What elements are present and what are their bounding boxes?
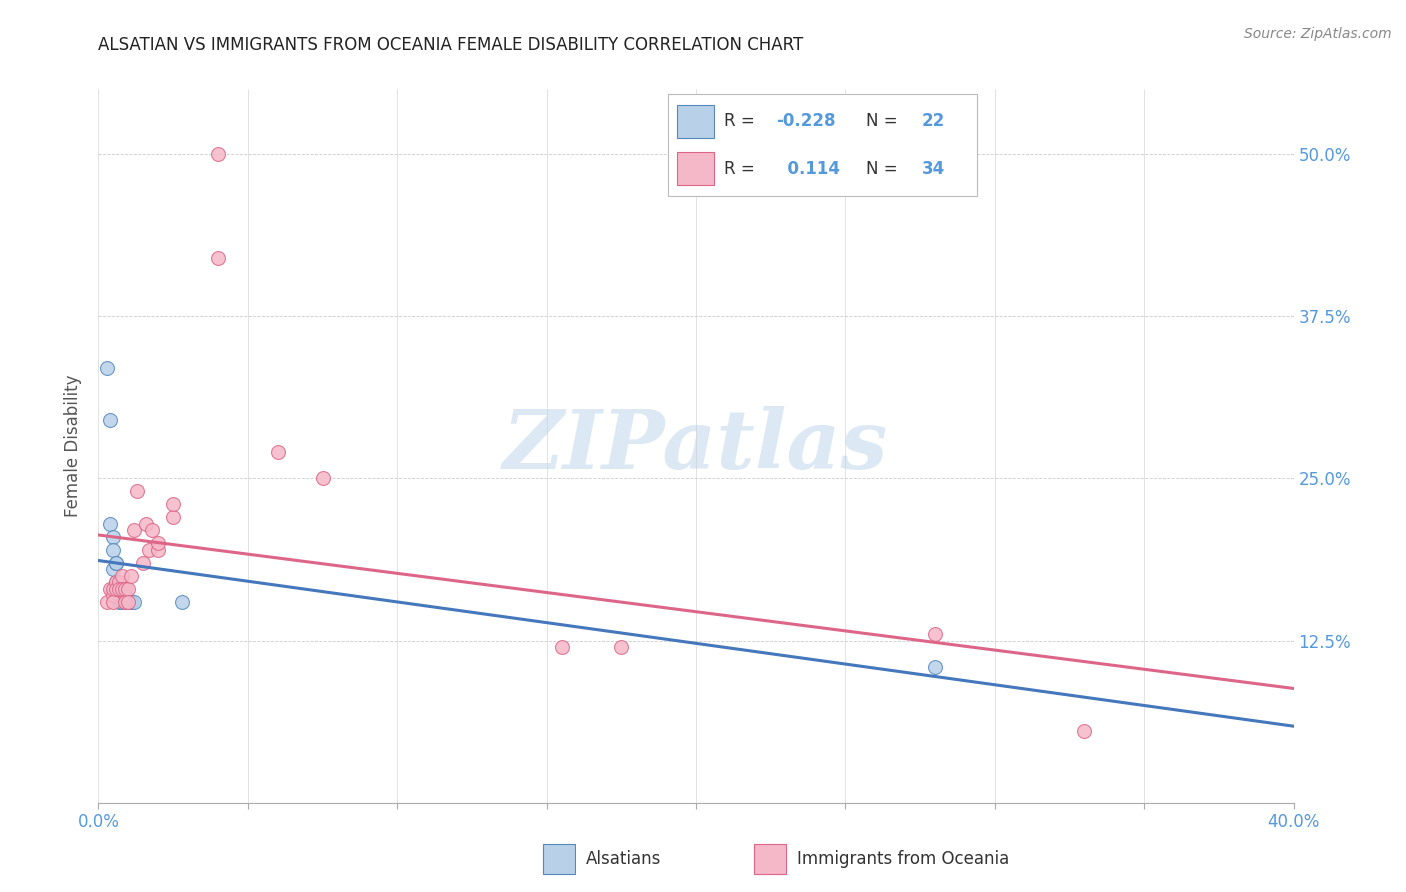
Point bbox=[96, 595, 118, 609]
Point bbox=[105, 575, 128, 590]
Text: Alsatians: Alsatians bbox=[586, 850, 662, 868]
Point bbox=[105, 582, 128, 596]
Text: 34: 34 bbox=[921, 160, 945, 178]
Point bbox=[117, 595, 139, 609]
Point bbox=[120, 568, 142, 582]
Point bbox=[105, 582, 128, 596]
Point bbox=[105, 556, 128, 570]
Text: R =: R = bbox=[724, 112, 759, 130]
Point bbox=[148, 542, 170, 557]
Point bbox=[207, 147, 229, 161]
Point bbox=[103, 582, 125, 596]
Point bbox=[114, 588, 136, 602]
Point bbox=[103, 588, 125, 602]
Point bbox=[100, 516, 122, 531]
Point bbox=[148, 536, 170, 550]
Y-axis label: Female Disability: Female Disability bbox=[65, 375, 83, 517]
Text: R =: R = bbox=[724, 160, 759, 178]
Point bbox=[141, 524, 163, 538]
Point bbox=[550, 640, 572, 654]
Point bbox=[117, 595, 139, 609]
Text: N =: N = bbox=[866, 160, 903, 178]
Point bbox=[111, 582, 134, 596]
Text: 0.114: 0.114 bbox=[776, 160, 841, 178]
Point bbox=[127, 484, 149, 499]
Point bbox=[108, 595, 131, 609]
Text: -0.228: -0.228 bbox=[776, 112, 835, 130]
Point bbox=[610, 640, 633, 654]
Text: ALSATIAN VS IMMIGRANTS FROM OCEANIA FEMALE DISABILITY CORRELATION CHART: ALSATIAN VS IMMIGRANTS FROM OCEANIA FEMA… bbox=[98, 36, 804, 54]
Point bbox=[132, 556, 155, 570]
Point bbox=[924, 627, 946, 641]
Point bbox=[138, 542, 160, 557]
Point bbox=[267, 445, 290, 459]
Text: N =: N = bbox=[866, 112, 903, 130]
Point bbox=[120, 595, 142, 609]
Point bbox=[103, 595, 125, 609]
Point bbox=[114, 582, 136, 596]
FancyBboxPatch shape bbox=[668, 94, 977, 196]
Point bbox=[111, 582, 134, 596]
Point bbox=[114, 595, 136, 609]
FancyBboxPatch shape bbox=[678, 105, 714, 137]
Text: 22: 22 bbox=[921, 112, 945, 130]
Point bbox=[108, 575, 131, 590]
Point bbox=[105, 575, 128, 590]
Point bbox=[162, 497, 184, 511]
Point bbox=[103, 542, 125, 557]
Point bbox=[207, 251, 229, 265]
FancyBboxPatch shape bbox=[543, 844, 575, 874]
Point bbox=[100, 413, 122, 427]
Point bbox=[103, 530, 125, 544]
Point bbox=[924, 659, 946, 673]
Point bbox=[108, 582, 131, 596]
Point bbox=[1073, 724, 1095, 739]
Point bbox=[114, 595, 136, 609]
Point bbox=[124, 595, 146, 609]
FancyBboxPatch shape bbox=[678, 153, 714, 185]
Point bbox=[124, 524, 146, 538]
Point bbox=[108, 582, 131, 596]
Point bbox=[111, 595, 134, 609]
FancyBboxPatch shape bbox=[754, 844, 786, 874]
Point bbox=[172, 595, 194, 609]
Point bbox=[105, 556, 128, 570]
Point bbox=[103, 562, 125, 576]
Point bbox=[111, 568, 134, 582]
Point bbox=[311, 471, 333, 485]
Point bbox=[100, 582, 122, 596]
Point bbox=[162, 510, 184, 524]
Text: Source: ZipAtlas.com: Source: ZipAtlas.com bbox=[1244, 27, 1392, 41]
Point bbox=[117, 582, 139, 596]
Point bbox=[135, 516, 157, 531]
Point bbox=[96, 361, 118, 376]
Point bbox=[117, 595, 139, 609]
Text: ZIPatlas: ZIPatlas bbox=[503, 406, 889, 486]
Text: Immigrants from Oceania: Immigrants from Oceania bbox=[797, 850, 1010, 868]
